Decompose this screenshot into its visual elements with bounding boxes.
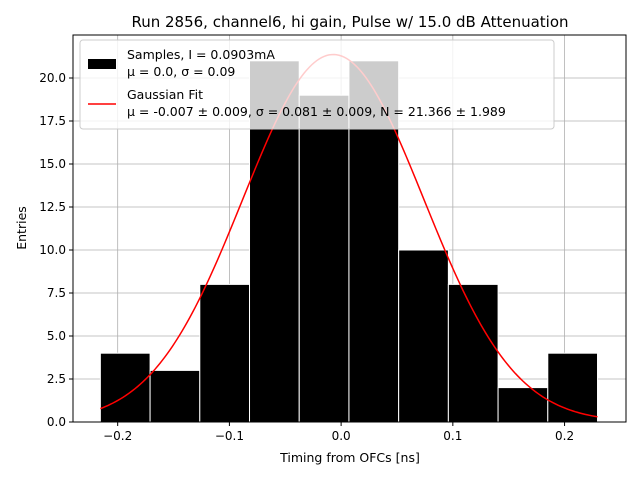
chart-title: Run 2856, channel6, hi gain, Pulse w/ 15… <box>131 13 568 31</box>
x-tick-label: 0.0 <box>332 429 351 443</box>
legend-fit-line1: Gaussian Fit <box>127 87 203 102</box>
x-tick-label: 0.2 <box>555 429 574 443</box>
y-tick-label: 15.0 <box>39 157 66 171</box>
y-tick-label: 20.0 <box>39 71 66 85</box>
x-tick-label: −0.1 <box>215 429 244 443</box>
legend: Samples, I = 0.0903mA μ = 0.0, σ = 0.09 … <box>79 39 555 130</box>
y-axis-label: Entries <box>14 206 29 250</box>
axes-frame <box>72 34 627 423</box>
x-axis-ticks: −0.2 −0.1 0.0 0.1 0.2 <box>103 422 574 443</box>
histogram-bar <box>149 369 201 423</box>
legend-fit-line2: μ = -0.007 ± 0.009, σ = 0.081 ± 0.009, N… <box>127 104 506 119</box>
y-tick-label: 12.5 <box>39 200 66 214</box>
histogram-bar <box>497 387 549 423</box>
y-tick-label: 17.5 <box>39 114 66 128</box>
x-tick-label: 0.1 <box>443 429 462 443</box>
histogram-bar <box>447 283 499 423</box>
legend-samples-line1: Samples, I = 0.0903mA <box>127 47 275 62</box>
y-tick-label: 0.0 <box>47 415 66 429</box>
y-tick-label: 5.0 <box>47 329 66 343</box>
histogram-bar <box>298 94 350 423</box>
histogram-bar <box>99 352 151 423</box>
y-axis-ticks: 0.0 2.5 5.0 7.5 10.0 12.5 15.0 17.5 20.0 <box>39 71 73 429</box>
legend-frame <box>79 39 555 130</box>
x-tick-label: −0.2 <box>103 429 132 443</box>
y-tick-label: 10.0 <box>39 243 66 257</box>
x-axis-label: Timing from OFCs [ns] <box>279 450 420 465</box>
histogram-bar <box>547 352 599 423</box>
histogram-bar <box>398 249 449 423</box>
legend-samples-swatch <box>88 59 116 69</box>
y-tick-label: 7.5 <box>47 286 66 300</box>
y-tick-label: 2.5 <box>47 372 66 386</box>
legend-samples-line2: μ = 0.0, σ = 0.09 <box>127 64 235 79</box>
histogram-bar <box>199 283 251 423</box>
plot-frame <box>72 34 627 423</box>
